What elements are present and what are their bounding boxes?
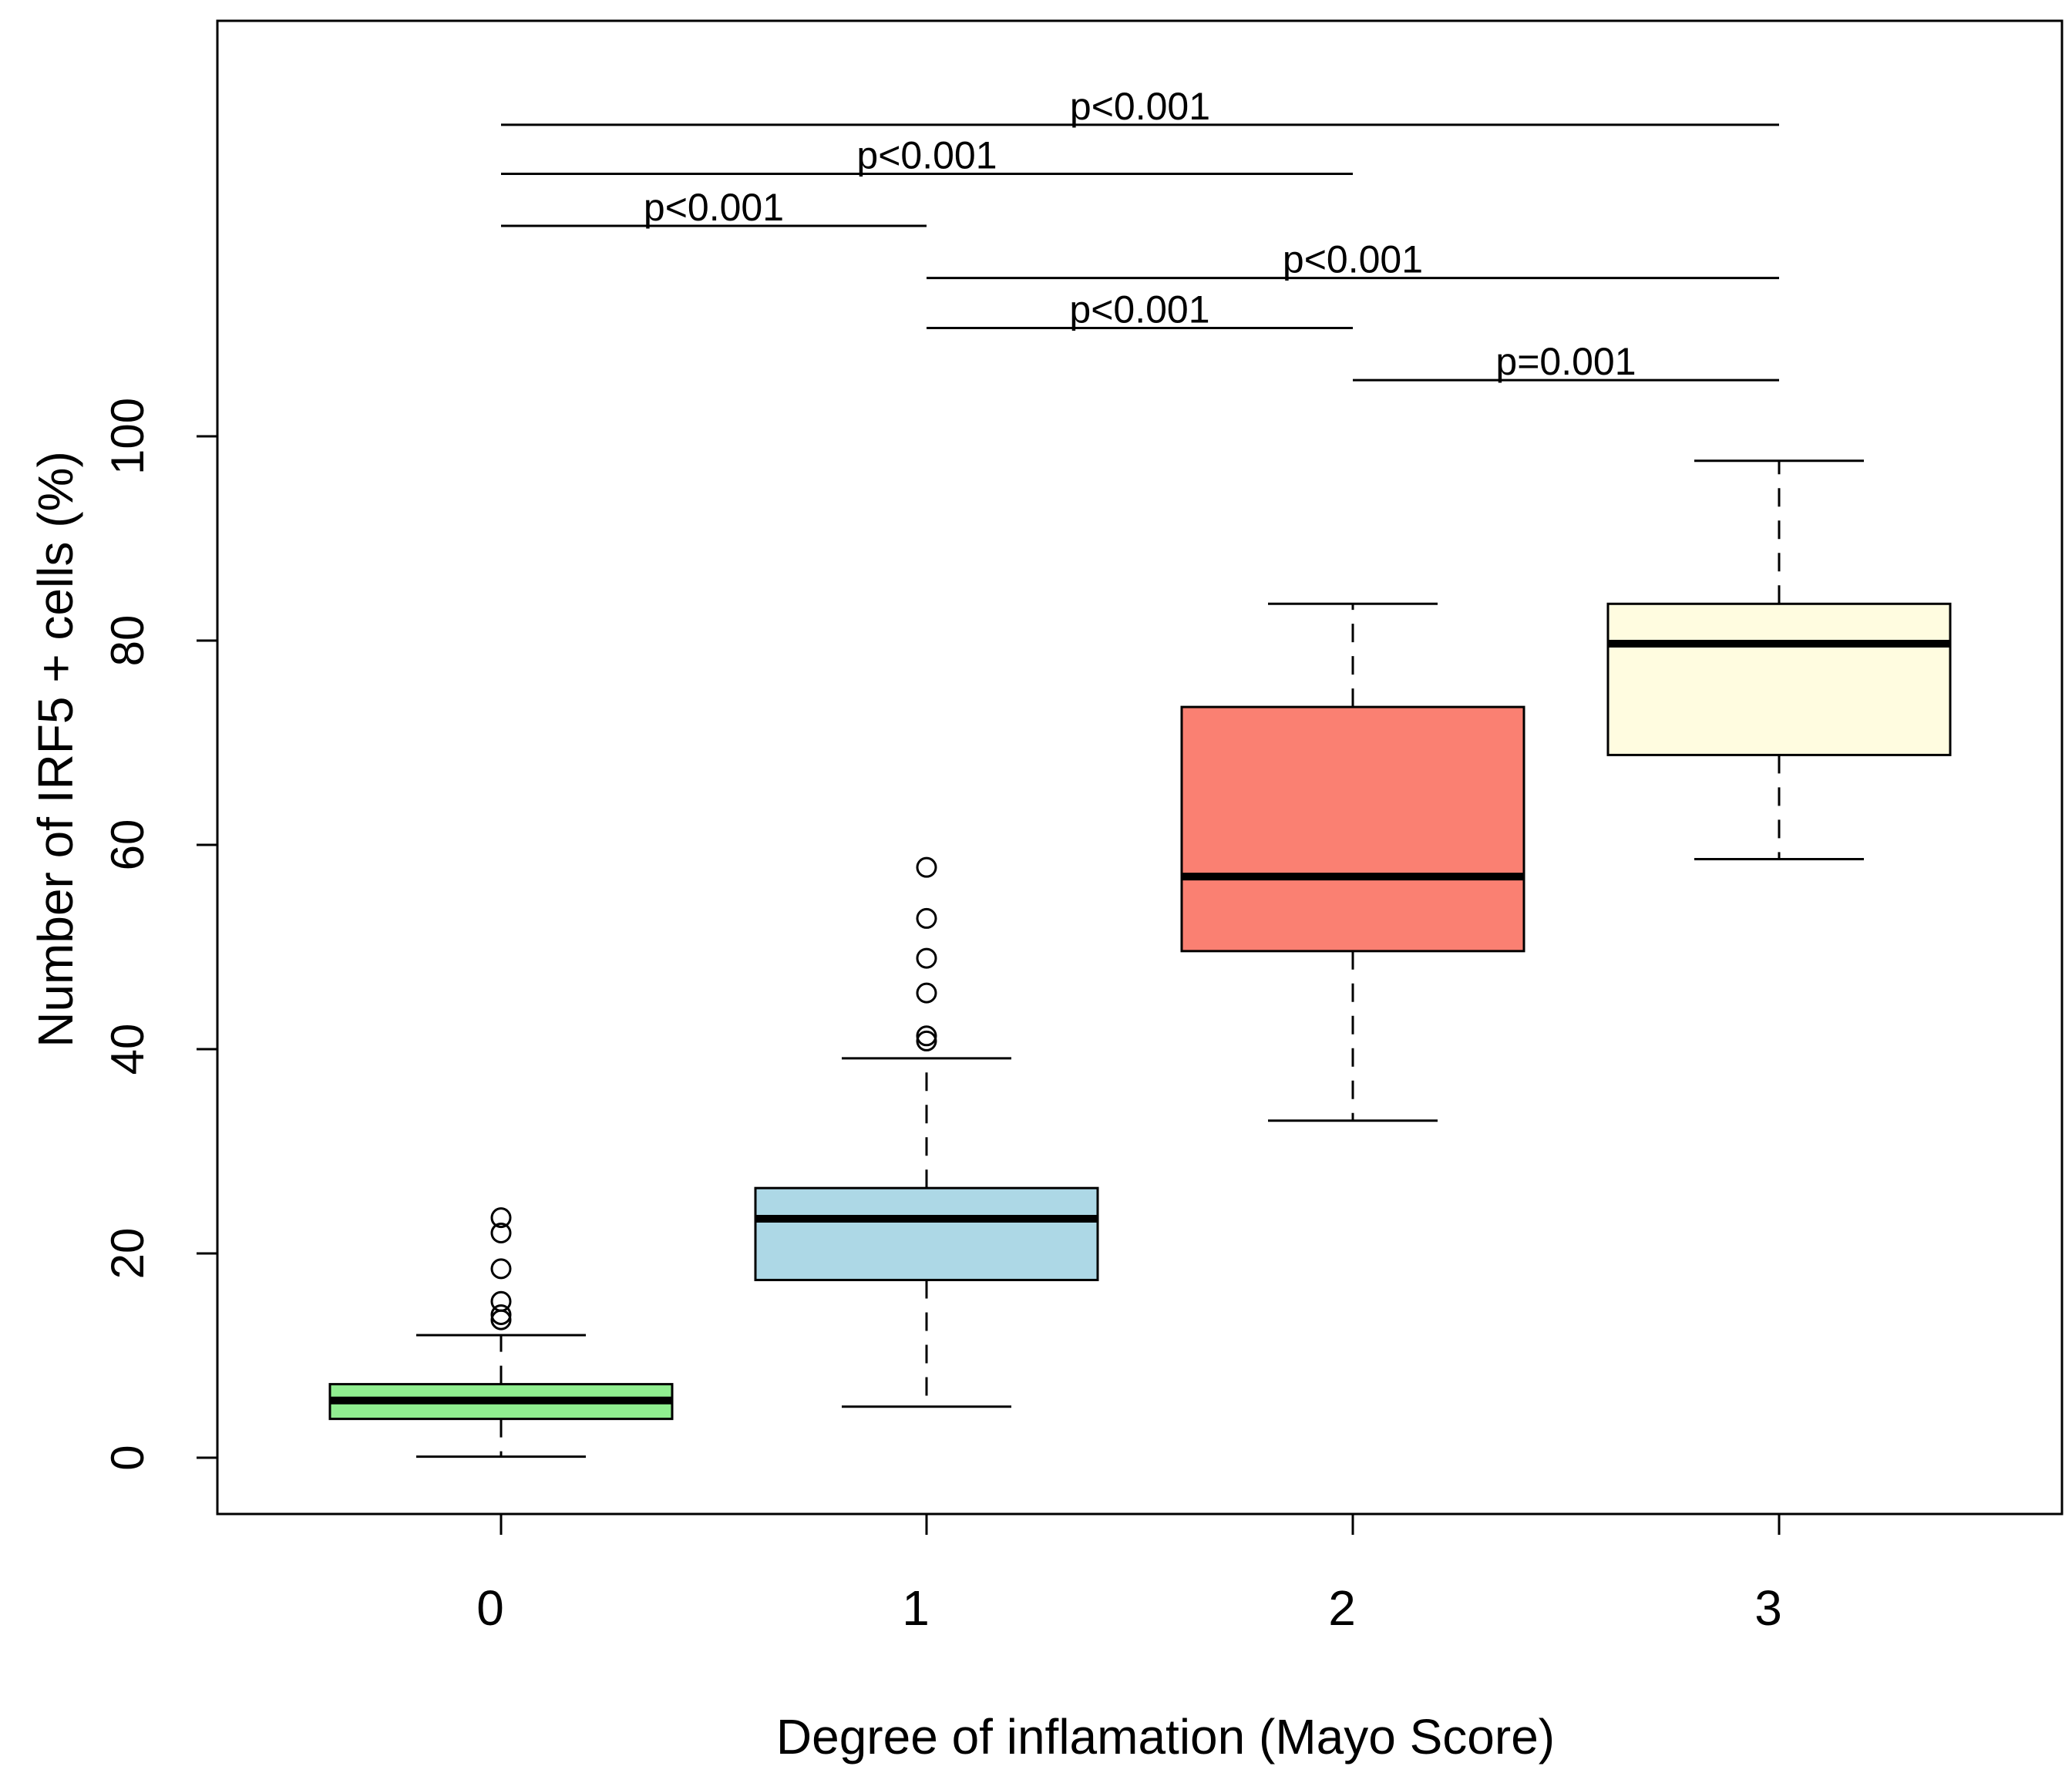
- y-tick-label: 0: [102, 1445, 153, 1470]
- iqr-box: [1180, 705, 1525, 953]
- box-series: [328, 459, 1952, 1458]
- x-axis-title: Degree of inflamation (Mayo Score): [776, 1709, 1555, 1765]
- y-tick-label: 40: [102, 1024, 153, 1075]
- x-tick-label: 0: [476, 1580, 504, 1636]
- significance-brackets: p<0.001 p<0.001 p<0.001 p<0.001 p<0.001 p=0.0…: [501, 85, 1779, 383]
- outlier-point: [490, 1258, 512, 1280]
- y-tick-label: 20: [102, 1228, 153, 1280]
- outlier-point: [916, 907, 937, 929]
- outlier-point: [916, 982, 937, 1004]
- x-axis: 0 1 2 3: [476, 1512, 1782, 1636]
- box-group-1: [754, 856, 1099, 1408]
- box-group-3: [1606, 459, 1952, 861]
- plot-frame: [216, 19, 2064, 1516]
- comparison-p-value: p<0.001: [1069, 288, 1209, 331]
- comparison-p-value: p<0.001: [644, 186, 784, 229]
- y-tick-label: 60: [102, 819, 153, 871]
- comparison-p-value: p<0.001: [1070, 85, 1210, 128]
- x-tick-label: 1: [902, 1580, 930, 1636]
- comparison-p-value: p<0.001: [1283, 238, 1423, 281]
- comparison-p-value: p<0.001: [856, 133, 997, 177]
- outlier-point: [490, 1304, 512, 1325]
- outlier-point: [490, 1207, 512, 1229]
- x-tick-label: 3: [1754, 1580, 1782, 1636]
- x-tick-label: 2: [1328, 1580, 1356, 1636]
- y-axis: 0 20 40 60 80 100: [102, 398, 219, 1471]
- outlier-point: [916, 1030, 937, 1051]
- iqr-box: [754, 1186, 1099, 1281]
- outlier-point: [916, 947, 937, 969]
- outlier-point: [490, 1223, 512, 1243]
- outlier-point: [490, 1290, 512, 1312]
- box-group-0: [328, 1207, 674, 1458]
- y-tick-label: 80: [102, 615, 153, 667]
- outlier-point: [916, 1025, 937, 1047]
- outlier-point: [916, 856, 937, 878]
- y-axis-title: Number of IRF5 + cells (%): [28, 451, 83, 1048]
- box-group-2: [1180, 602, 1525, 1122]
- y-tick-label: 100: [102, 398, 153, 475]
- comparison-p-value: p=0.001: [1495, 340, 1636, 383]
- iqr-box: [1606, 602, 1952, 756]
